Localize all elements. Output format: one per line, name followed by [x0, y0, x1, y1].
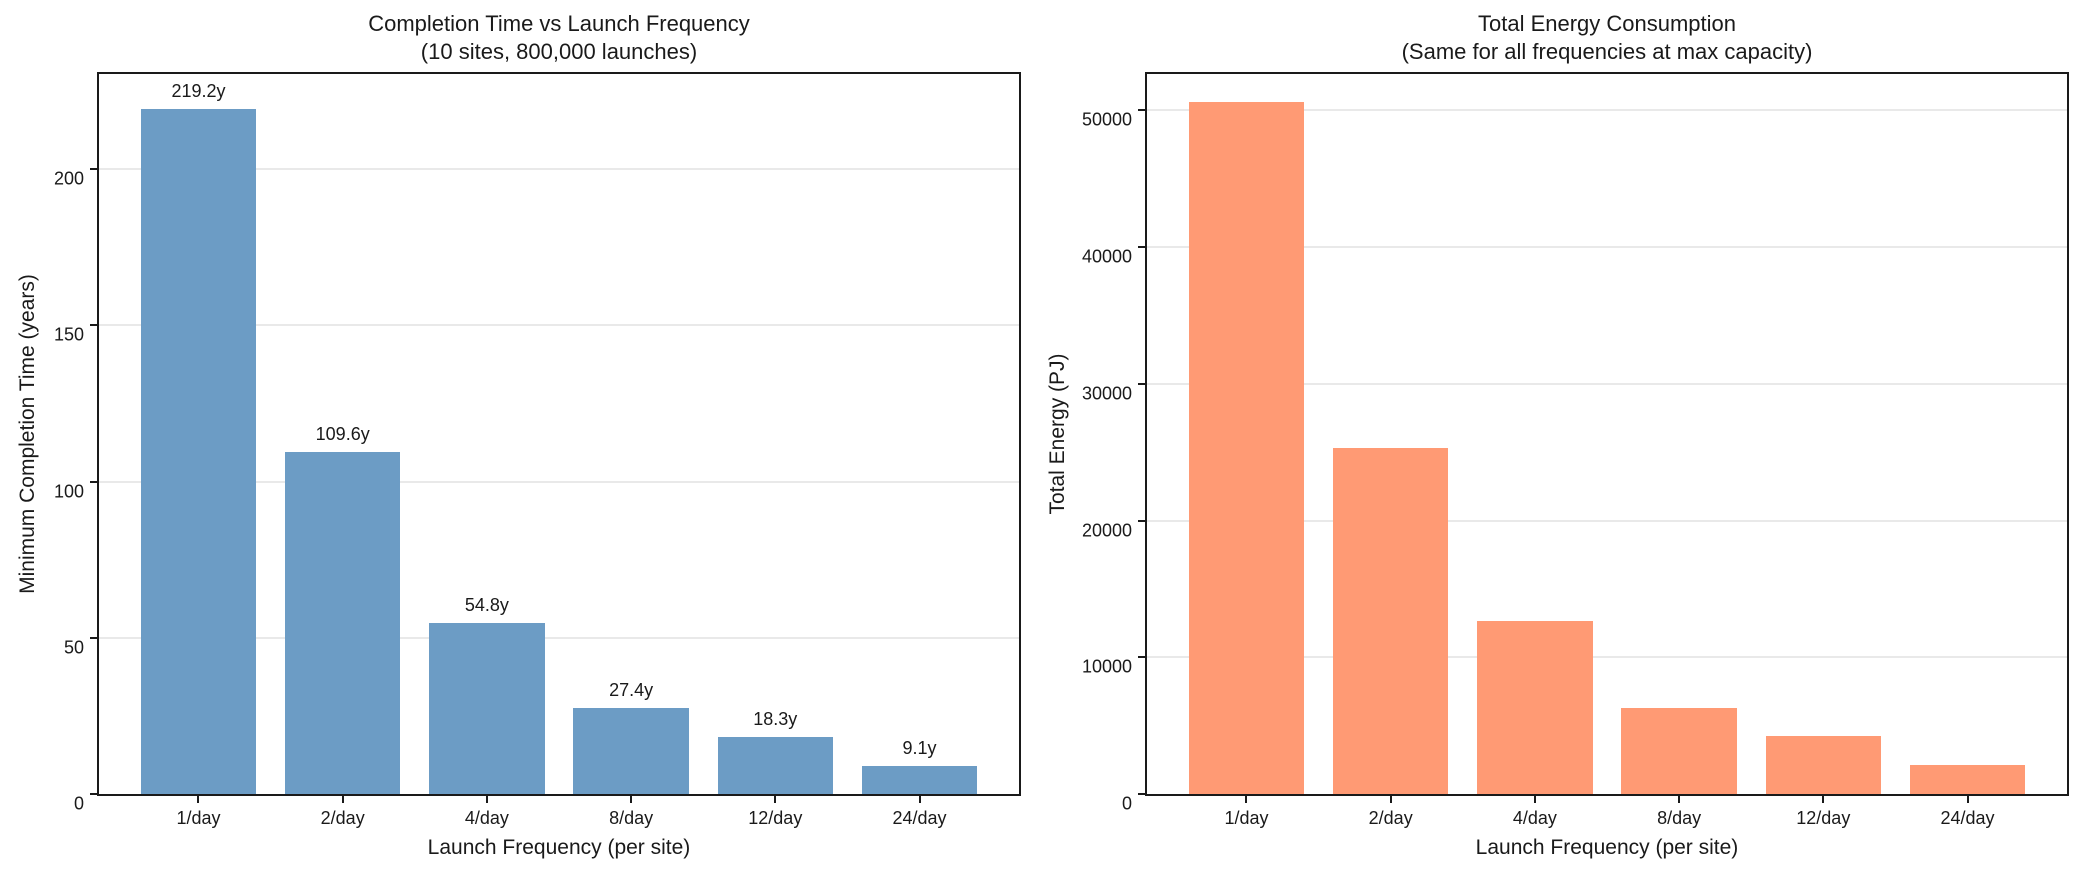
x-tick-mark	[341, 795, 344, 803]
right-chart-title-line1: Total Energy Consumption	[1477, 11, 1737, 36]
y-tick-label: 0	[73, 793, 84, 814]
gridline	[1147, 382, 2067, 385]
gridline	[99, 636, 1019, 639]
gridline	[99, 324, 1019, 327]
y-tick-label: 40000	[1081, 246, 1132, 267]
left-chart-title-line1: Completion Time vs Launch Frequency	[368, 11, 750, 36]
x-tick-mark	[630, 795, 633, 803]
y-tick-label: 100	[53, 481, 84, 501]
left-chart-title-line2: (10 sites, 800,000 launches)	[420, 39, 698, 64]
x-tick-label: 12/day	[748, 808, 803, 828]
x-tick-label: 24/day	[892, 808, 947, 828]
x-tick-label: 2/day	[320, 808, 365, 828]
x-tick-label: 4/day	[464, 808, 509, 828]
y-tick-mark	[1138, 109, 1146, 112]
bar-12-per-day	[1765, 736, 1881, 794]
x-tick-mark	[1245, 795, 1248, 803]
x-tick-mark	[774, 795, 777, 803]
x-tick-mark	[918, 795, 921, 803]
bar-2-per-day	[285, 451, 401, 794]
y-tick-label: 50000	[1081, 109, 1132, 130]
x-tick-mark	[1389, 795, 1392, 803]
bar-value-label: 27.4y	[609, 680, 654, 701]
bar-value-label: 54.8y	[464, 594, 509, 615]
bar-24-per-day	[1909, 765, 2026, 794]
right-chart-title-line2: (Same for all frequencies at max capacit…	[1401, 39, 1813, 64]
gridline	[1147, 519, 2067, 522]
right-y-axis-label: Total Energy (PJ)	[1046, 353, 1069, 515]
gridline	[1147, 246, 2067, 249]
y-tick-mark	[1138, 656, 1146, 659]
x-tick-label: 2/day	[1368, 808, 1413, 828]
bar-12-per-day	[717, 736, 833, 794]
bar-1-per-day	[1188, 102, 1305, 794]
left-x-axis-label: Launch Frequency (per site)	[427, 836, 691, 859]
x-tick-label: 1/day	[176, 808, 221, 828]
bar-value-label: 109.6y	[315, 423, 370, 444]
bar-24-per-day	[861, 765, 978, 794]
bar-8-per-day	[1621, 707, 1737, 794]
x-tick-label: 24/day	[1940, 808, 1995, 828]
x-tick-mark	[1966, 795, 1969, 803]
bar-2-per-day	[1333, 448, 1449, 794]
x-tick-mark	[197, 795, 200, 803]
gridline	[1147, 109, 2067, 112]
x-tick-label: 8/day	[1657, 808, 1702, 828]
right-plot-area: Launch Frequency (per site) 0 10000 20000 3…	[1082, 72, 2069, 859]
y-tick-label: 20000	[1081, 520, 1132, 541]
gridline	[99, 480, 1019, 483]
y-tick-mark	[90, 636, 98, 639]
bar-4-per-day	[429, 622, 545, 794]
x-tick-mark	[1533, 795, 1536, 803]
y-tick-mark	[1138, 246, 1146, 249]
right-chart-title: Total Energy Consumption (Same for all f…	[1145, 10, 2069, 66]
bar-1-per-day	[140, 109, 257, 794]
left-plot-area: Launch Frequency (per site) 0 50 100 150 200…	[54, 72, 1021, 859]
y-tick-label: 30000	[1081, 383, 1132, 404]
y-tick-label: 50	[63, 637, 84, 658]
x-tick-label: 4/day	[1512, 808, 1557, 828]
bar-value-label: 9.1y	[902, 737, 937, 758]
x-tick-mark	[1822, 795, 1825, 803]
x-tick-label: 1/day	[1224, 808, 1269, 828]
y-tick-label: 10000	[1081, 656, 1132, 677]
x-tick-mark	[1678, 795, 1681, 803]
left-chart-title: Completion Time vs Launch Frequency (10 …	[97, 10, 1021, 66]
y-tick-mark	[90, 793, 98, 795]
gridline	[1147, 656, 2067, 659]
x-tick-label: 8/day	[609, 808, 654, 828]
gridline	[99, 168, 1019, 170]
bar-8-per-day	[573, 708, 689, 794]
bar-value-label: 18.3y	[753, 708, 798, 729]
bar-4-per-day	[1477, 621, 1593, 794]
x-tick-mark	[485, 795, 488, 803]
x-tick-label: 12/day	[1796, 808, 1851, 828]
y-tick-mark	[1138, 382, 1146, 385]
right-x-axis-label: Launch Frequency (per site)	[1475, 836, 1739, 859]
y-tick-mark	[90, 324, 98, 327]
bar-value-label: 219.2y	[171, 81, 226, 102]
y-tick-mark	[1138, 793, 1146, 795]
left-y-axis-label: Minimum Completion Time (years)	[16, 274, 39, 594]
y-tick-label: 200	[53, 168, 84, 189]
y-tick-mark	[90, 168, 98, 170]
y-tick-label: 150	[53, 324, 84, 345]
y-tick-label: 0	[1121, 793, 1132, 814]
y-tick-mark	[1138, 519, 1146, 522]
y-tick-mark	[90, 480, 98, 483]
